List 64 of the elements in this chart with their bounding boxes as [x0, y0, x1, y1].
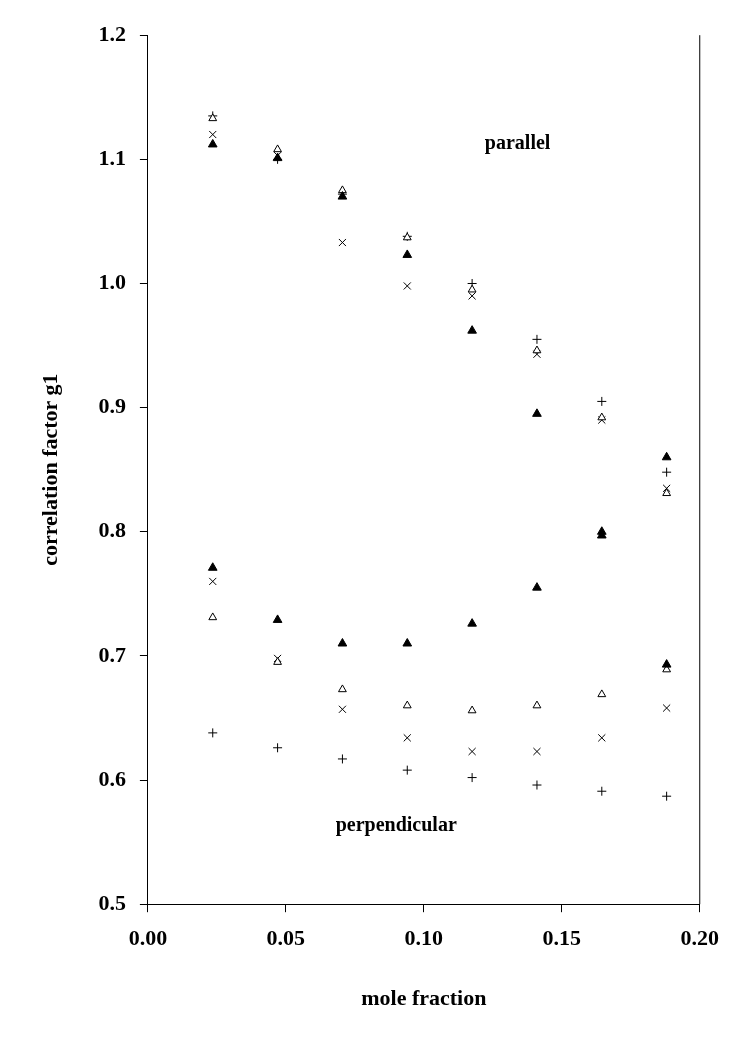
- point: [662, 488, 672, 497]
- point: [207, 562, 218, 571]
- y-tick-label: 0.6: [98, 765, 126, 791]
- point: [402, 249, 413, 258]
- point: [467, 705, 477, 714]
- point: [338, 238, 347, 247]
- point: [402, 638, 413, 647]
- annotation: parallel: [484, 131, 551, 154]
- point: [467, 284, 477, 293]
- y-tick-label: 0.9: [98, 393, 126, 419]
- point: [207, 727, 218, 738]
- point: [402, 765, 413, 776]
- point: [596, 786, 607, 797]
- point: [337, 753, 348, 764]
- point: [208, 130, 217, 139]
- x-axis-title: mole fraction: [361, 985, 487, 1011]
- y-tick-label: 0.5: [98, 889, 126, 915]
- y-tick-label: 1.2: [98, 20, 126, 46]
- point: [661, 659, 672, 668]
- point: [531, 334, 542, 345]
- point: [467, 772, 478, 783]
- point: [337, 638, 348, 647]
- point: [532, 747, 541, 756]
- y-axis-title: correlation factor g1: [36, 373, 62, 566]
- point: [402, 700, 412, 709]
- point: [403, 733, 412, 742]
- point: [662, 704, 671, 713]
- point: [467, 325, 477, 334]
- point: [661, 451, 672, 461]
- point: [662, 484, 671, 493]
- point: [597, 689, 607, 698]
- point: [532, 582, 542, 591]
- y-tick-label: 1.1: [98, 145, 126, 171]
- annotation: perpendicular: [335, 813, 457, 837]
- point: [273, 144, 282, 153]
- point: [208, 612, 218, 621]
- x-tick-label: 0.10: [404, 925, 444, 951]
- point: [272, 742, 283, 753]
- y-tick-label: 0.8: [98, 517, 126, 543]
- y-tick-label: 1.0: [98, 269, 126, 295]
- y-tick-label: 0.7: [98, 641, 126, 667]
- x-tick-label: 0.15: [542, 925, 582, 951]
- point: [532, 345, 542, 354]
- point: [338, 684, 347, 693]
- point: [597, 416, 606, 425]
- point: [272, 614, 283, 623]
- point: [596, 396, 607, 407]
- point: [597, 412, 607, 421]
- point: [532, 408, 542, 417]
- point: [338, 705, 347, 714]
- point: [208, 577, 217, 586]
- x-tick-label: 0.05: [266, 925, 306, 951]
- point: [661, 467, 672, 478]
- point: [531, 780, 542, 791]
- point: [661, 791, 672, 802]
- point: [468, 747, 477, 756]
- point: [597, 733, 606, 742]
- point: [467, 618, 477, 627]
- x-tick-label: 0.00: [128, 925, 168, 951]
- x-tick-label: 0.20: [680, 925, 719, 951]
- point: [468, 291, 477, 300]
- point: [403, 281, 412, 290]
- point: [207, 138, 218, 148]
- point: [532, 700, 542, 709]
